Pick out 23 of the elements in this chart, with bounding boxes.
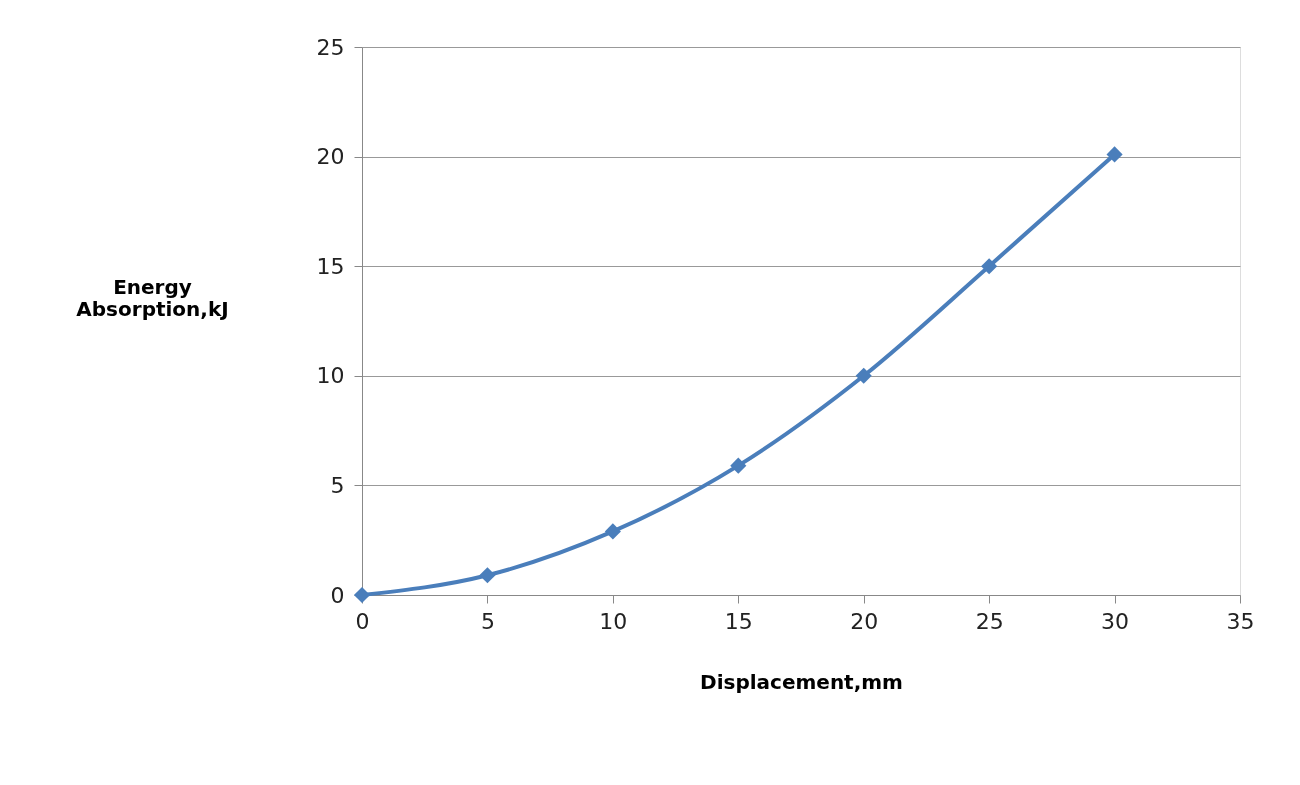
x-tick-label: 10 xyxy=(599,608,628,634)
y-tick-label: 15 xyxy=(316,253,345,279)
y-axis-title: Energy Absorption,kJ xyxy=(76,274,229,321)
x-axis-title: Displacement,mm xyxy=(700,669,903,694)
point xyxy=(1106,146,1123,163)
y-tick-label: 25 xyxy=(316,34,345,60)
x-tick-label: 20 xyxy=(850,608,879,634)
x-tick-label: 35 xyxy=(1226,608,1255,634)
x-tick-label: 15 xyxy=(724,608,753,634)
y-tick-label: 0 xyxy=(330,582,345,608)
x-tick-label: 30 xyxy=(1101,608,1130,634)
point xyxy=(353,586,371,604)
point xyxy=(981,258,998,275)
point xyxy=(479,567,496,584)
x-tick-label: 0 xyxy=(355,608,370,634)
x-tick-label: 5 xyxy=(480,608,495,634)
point xyxy=(604,523,621,540)
y-tick-label: 10 xyxy=(316,363,345,389)
point xyxy=(730,457,747,474)
y-tick-label: 5 xyxy=(330,472,345,498)
x-tick-label: 25 xyxy=(975,608,1004,634)
point xyxy=(855,367,872,384)
y-tick-label: 20 xyxy=(316,144,345,170)
